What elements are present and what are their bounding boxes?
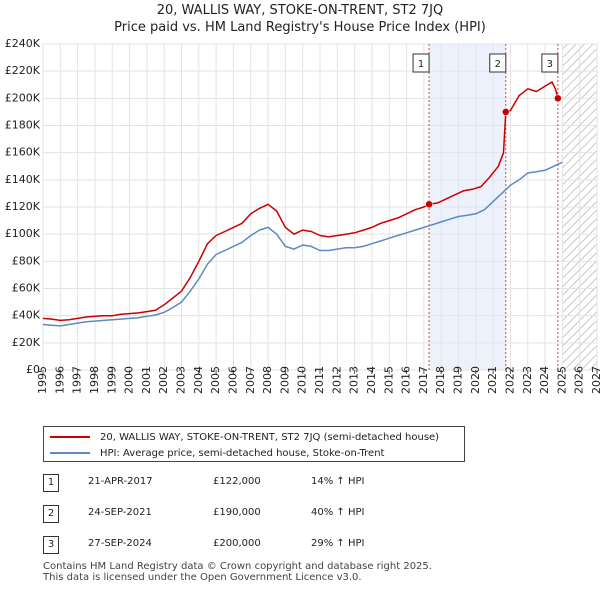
sale-badges: 1 2 3 [412,53,559,73]
x-tick-label: 2011 [313,366,326,394]
footer-attribution: Contains HM Land Registry data © Crown c… [43,561,563,583]
chart-subtitle: Price paid vs. HM Land Registry's House … [114,20,486,35]
transaction-badge: 1 [43,474,59,492]
y-tick-label: £40K [12,309,41,322]
x-tick-label: 2003 [175,366,188,394]
x-tick-label: 2019 [452,366,465,394]
sale-badge-label: 1 [418,59,424,70]
transaction-row: 1 21-APR-2017 £122,000 14% ↑ HPI [0,474,600,494]
transaction-date: 21-APR-2017 [88,476,153,487]
x-tick-label: 1997 [71,366,84,394]
footer-line-1: Contains HM Land Registry data © Crown c… [43,561,432,572]
sale-point [425,200,433,209]
sale-badge-label: 2 [495,59,501,70]
x-tick-label: 2015 [382,366,395,394]
x-axis-ticks: 1995 1996 1997 1998 1999 2000 2001 2002 2003 2004… [36,366,600,394]
transaction-date: 24-SEP-2021 [88,507,152,518]
transaction-row: 3 27-SEP-2024 £200,000 29% ↑ HPI [0,536,600,556]
x-tick-label: 2025 [555,366,568,394]
transaction-badge: 3 [43,536,59,554]
legend: 20, WALLIS WAY, STOKE-ON-TRENT, ST2 7JQ … [43,426,465,462]
legend-item-property: 20, WALLIS WAY, STOKE-ON-TRENT, ST2 7JQ … [44,429,439,445]
x-tick-label: 2009 [278,366,291,394]
legend-swatch-hpi [50,452,90,454]
transaction-hpi: 14% ↑ HPI [311,476,365,487]
x-tick-label: 1999 [105,366,118,394]
legend-label-property: 20, WALLIS WAY, STOKE-ON-TRENT, ST2 7JQ … [100,431,440,443]
x-tick-label: 2008 [261,366,274,394]
x-tick-label: 2024 [538,366,551,394]
legend-swatch-property [50,436,90,438]
y-tick-label: £220K [5,64,41,77]
y-tick-label: £20K [12,336,41,349]
x-tick-label: 2004 [192,366,205,394]
x-tick-label: 2027 [590,366,600,394]
x-tick-label: 1995 [36,366,49,394]
x-tick-label: 2005 [209,366,222,394]
x-tick-label: 2020 [469,366,482,394]
y-tick-label: £120K [5,200,41,213]
sale-badge-box [489,53,507,73]
y-tick-label: £80K [12,254,41,267]
y-tick-label: £100K [5,227,41,240]
chart-title: 20, WALLIS WAY, STOKE-ON-TRENT, ST2 7JQ [157,3,444,18]
x-tick-label: 2001 [140,366,153,394]
x-tick-label: 2022 [503,366,516,394]
sale-points [425,94,562,209]
x-tick-label: 2006 [226,366,239,394]
price-chart: 20, WALLIS WAY, STOKE-ON-TRENT, ST2 7JQ … [5,3,600,394]
sale-badge-label: 3 [547,59,553,70]
transaction-hpi: 29% ↑ HPI [311,538,365,549]
legend-label-hpi: HPI: Average price, semi-detached house,… [100,447,385,459]
x-tick-label: 1998 [88,366,101,394]
x-tick-label: 2018 [434,366,447,394]
x-tick-label: 2000 [123,366,136,394]
y-tick-label: £0 [26,363,40,376]
sale-badge-box [541,53,559,73]
legend-item-hpi: HPI: Average price, semi-detached house,… [44,445,384,461]
x-tick-label: 2023 [521,366,534,394]
transaction-price: £200,000 [213,538,261,549]
series-line [42,161,563,327]
transaction-badge: 2 [43,505,59,523]
transaction-hpi: 40% ↑ HPI [311,507,365,518]
y-tick-label: £160K [5,146,41,159]
x-tick-label: 2012 [330,366,343,394]
series-lines [42,81,563,327]
y-tick-label: £60K [12,282,41,295]
y-tick-label: £240K [5,37,41,50]
footer-line-2: This data is licensed under the Open Gov… [43,572,362,583]
ownership-shade [429,44,506,370]
y-tick-label: £140K [5,173,41,186]
shaded-regions [429,44,506,370]
transaction-price: £190,000 [213,507,261,518]
x-tick-label: 2016 [400,366,413,394]
transaction-date: 27-SEP-2024 [88,538,152,549]
x-tick-label: 2026 [573,366,586,394]
transaction-price: £122,000 [213,476,261,487]
sale-point [554,94,562,103]
x-tick-label: 2010 [296,366,309,394]
x-tick-label: 2007 [244,366,257,394]
x-tick-label: 2013 [348,366,361,394]
series-line [42,81,559,322]
x-tick-label: 2014 [365,366,378,394]
y-tick-label: £200K [5,91,41,104]
sale-badge-box [412,53,430,73]
x-tick-label: 2002 [157,366,170,394]
y-tick-label: £180K [5,119,41,132]
x-tick-label: 2017 [417,366,430,394]
x-tick-label: 1996 [53,366,66,394]
sale-point [502,108,510,116]
transaction-row: 2 24-SEP-2021 £190,000 40% ↑ HPI [0,505,600,525]
y-axis-ticks: £0 £20K £40K £60K £80K £100K £120K £140K £160K £1… [5,37,41,376]
x-tick-label: 2021 [486,366,499,394]
